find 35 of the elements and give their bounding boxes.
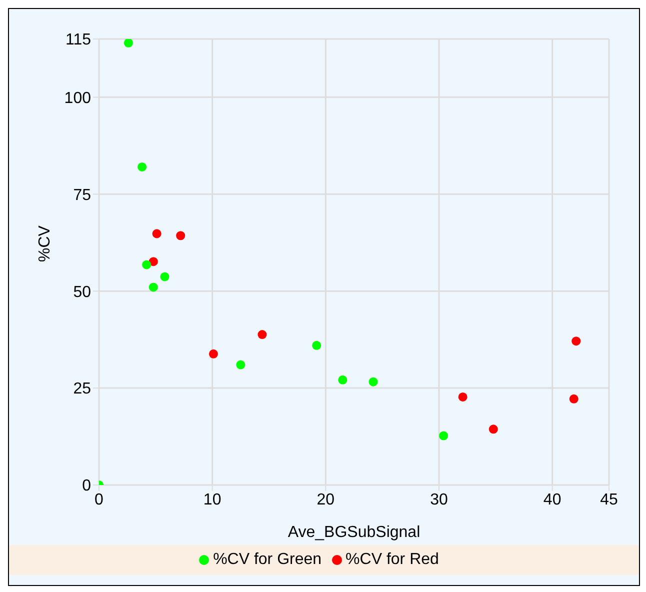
point <box>569 394 578 404</box>
point <box>160 272 170 282</box>
point <box>258 330 267 340</box>
y-tick-label: 50 <box>73 284 92 301</box>
x-tick-label: 30 <box>430 491 448 508</box>
y-tick-label: 0 <box>82 478 92 495</box>
legend-label: %CV for Green <box>213 551 322 568</box>
x-tick-label: 40 <box>543 491 562 508</box>
x-tick-label: 20 <box>316 491 335 508</box>
point <box>439 431 448 440</box>
point <box>458 392 468 402</box>
y-tick-label: 115 <box>65 32 92 49</box>
legend-label: %CV for Red <box>346 551 439 568</box>
y-axis-title: %CV <box>36 225 54 262</box>
point <box>368 377 378 386</box>
y-tick-label: 75 <box>73 186 92 204</box>
point <box>488 424 498 434</box>
point <box>312 340 322 350</box>
point <box>572 336 581 346</box>
point <box>148 257 158 266</box>
point <box>142 260 152 270</box>
point <box>236 360 246 370</box>
point <box>124 39 133 48</box>
point <box>138 162 147 172</box>
x-tick-label: 0 <box>94 491 104 508</box>
y-tick-label: 100 <box>64 90 92 107</box>
point <box>338 375 348 384</box>
point <box>208 349 218 358</box>
x-tick-label: 10 <box>203 491 222 508</box>
point <box>152 229 162 238</box>
point <box>148 282 158 292</box>
point <box>176 231 186 240</box>
x-tick-label: 45 <box>600 491 618 508</box>
x-axis-title: Ave_BGSubSignal <box>288 524 420 541</box>
y-tick-label: 25 <box>73 380 92 398</box>
